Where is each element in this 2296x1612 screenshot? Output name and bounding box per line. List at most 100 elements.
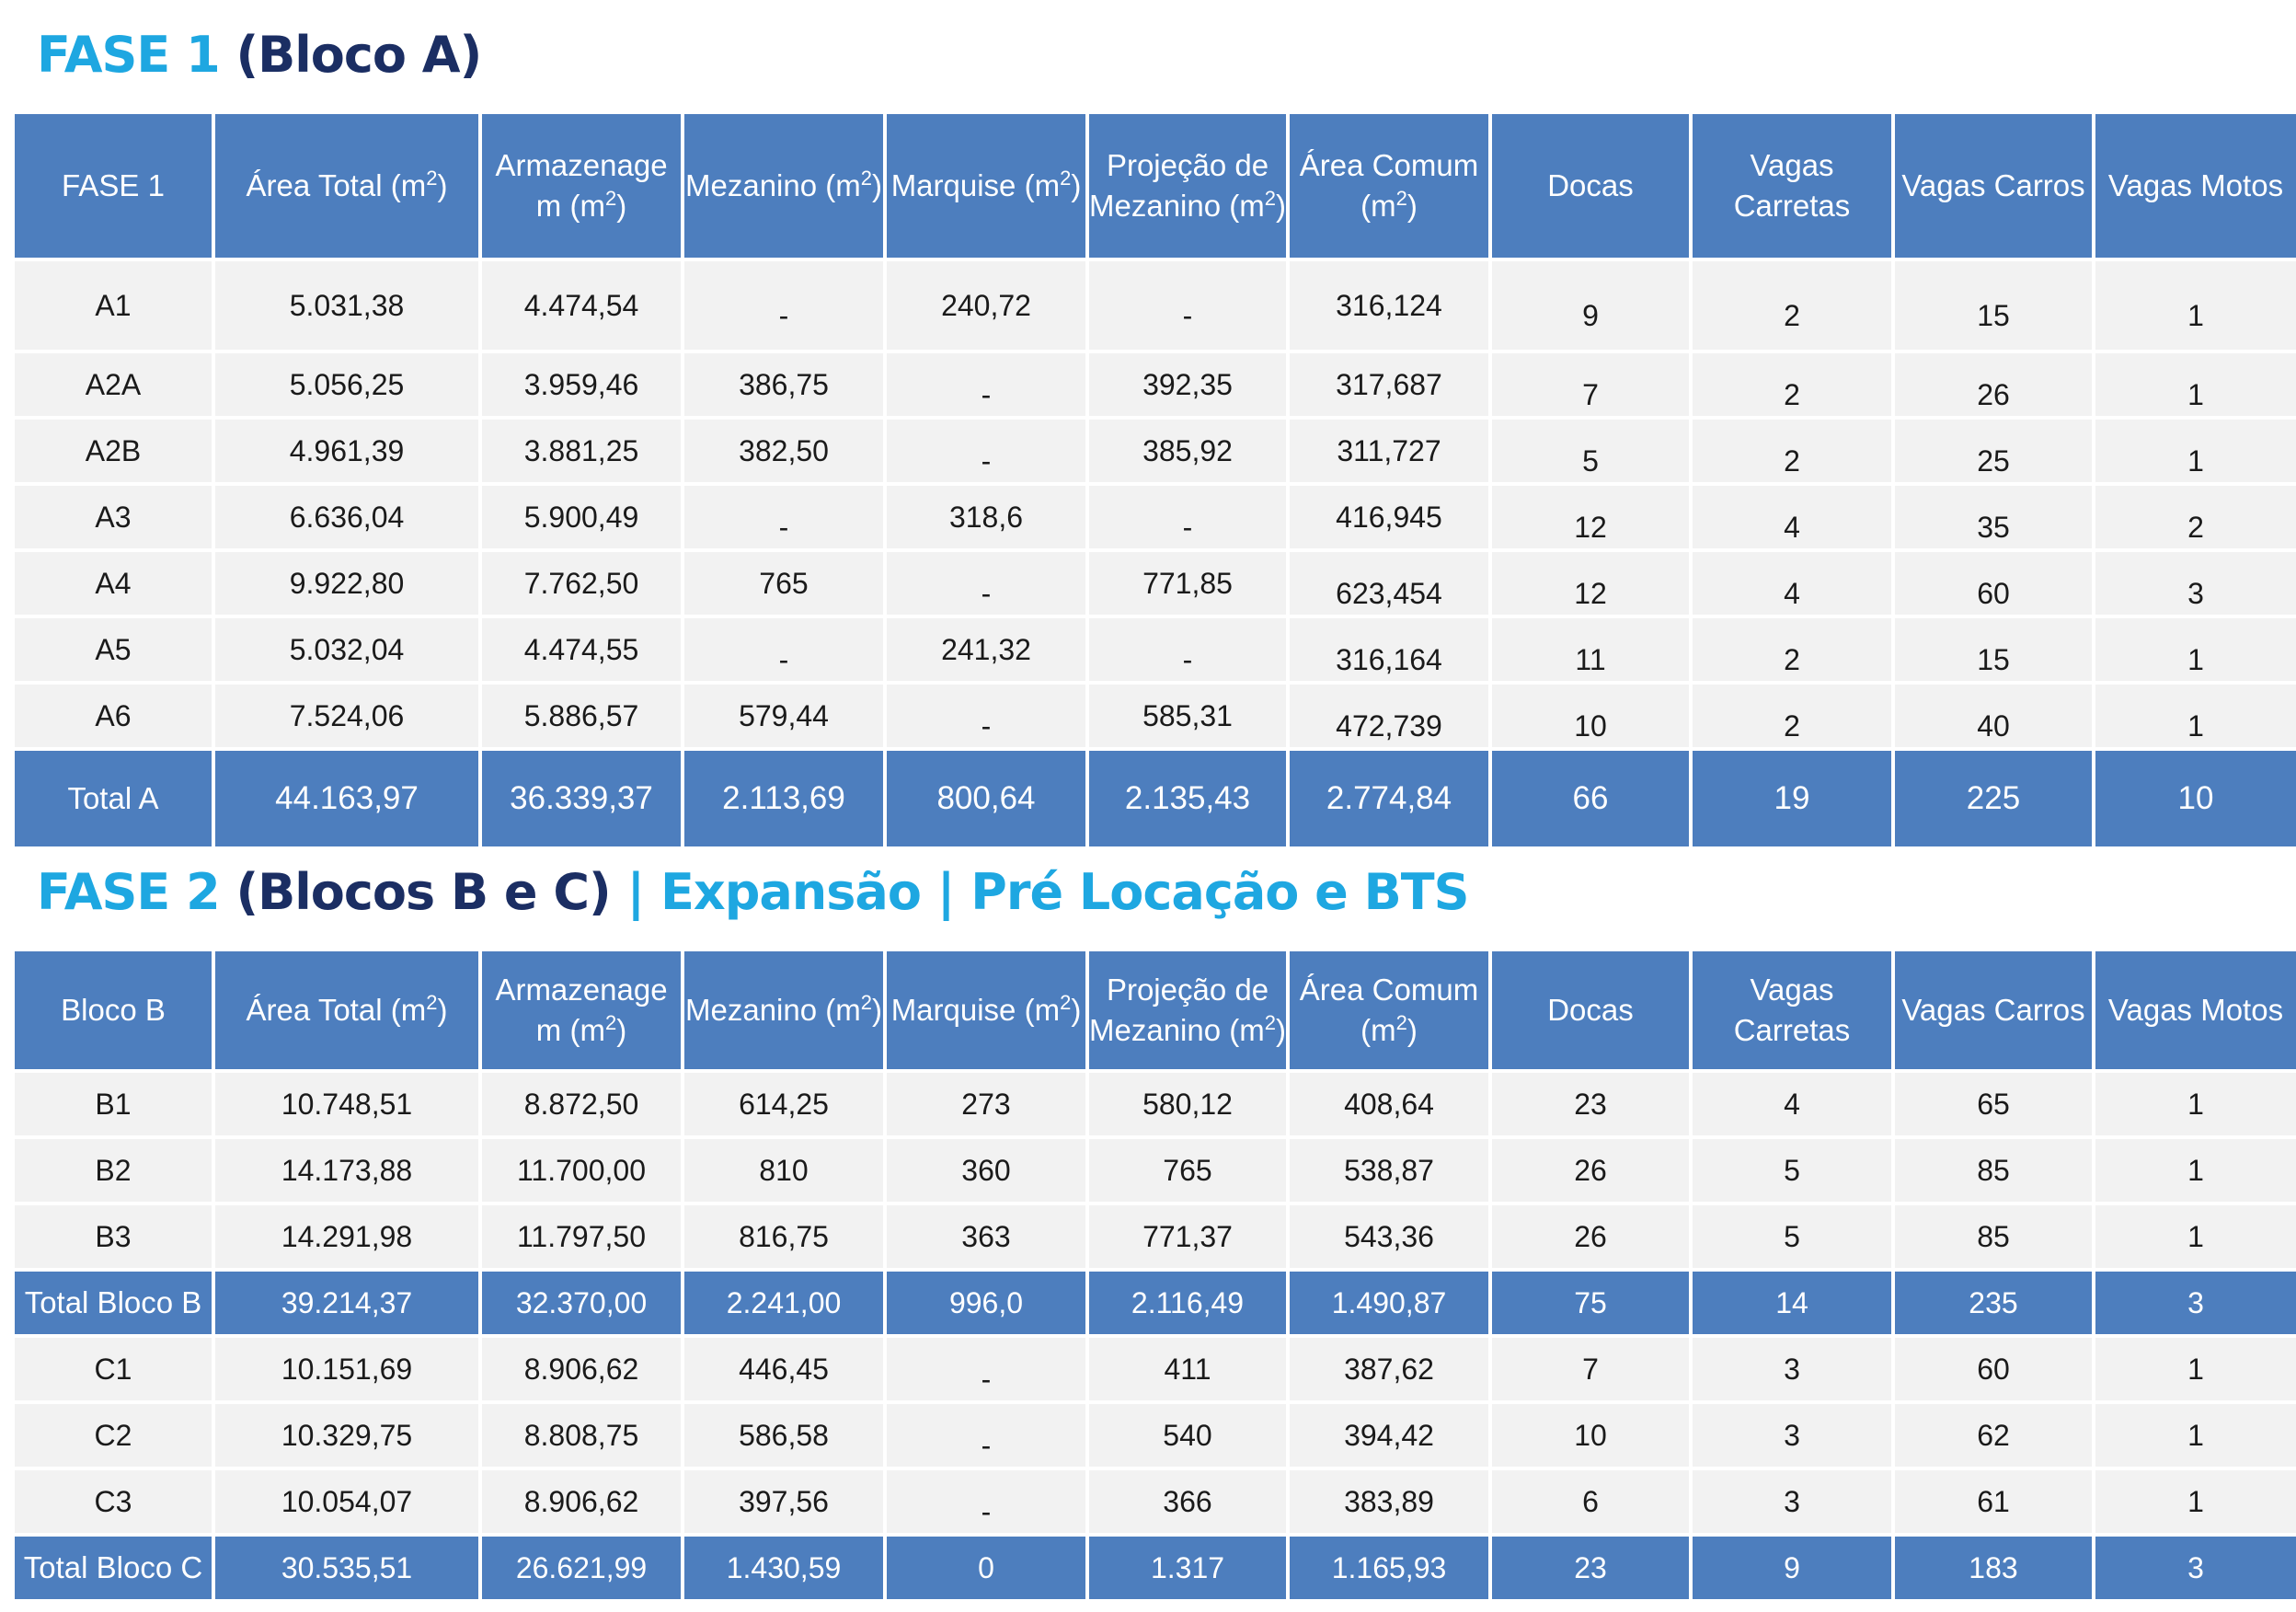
fase1-cell-vagas-carros: 25 bbox=[1891, 416, 2095, 486]
fase1-cell-armazenagem: 4.474,54 bbox=[478, 258, 684, 353]
fase1-cell-marquise: 318,6 bbox=[883, 482, 1089, 552]
fase2-cell-marquise: - bbox=[883, 1334, 1089, 1404]
fase2-cell-vagas-carros: 85 bbox=[1891, 1202, 2095, 1272]
fase2-cell-area-comum: 387,62 bbox=[1286, 1334, 1492, 1404]
fase1-cell-mezanino: 386,75 bbox=[681, 350, 887, 420]
fase2-header-vagas-carretas: Vagas Carretas bbox=[1689, 948, 1895, 1073]
fase2-title-label: FASE 2 bbox=[37, 863, 221, 921]
fase1-cell-area-total: 5.032,04 bbox=[212, 615, 482, 685]
fase1-header-mezanino: Mezanino (m2) bbox=[681, 110, 887, 261]
fase2-cell-docas: 75 bbox=[1488, 1268, 1693, 1338]
fase1-cell-vagas-carretas: 2 bbox=[1689, 416, 1895, 486]
fase2-cell-area-total: 39.214,37 bbox=[212, 1268, 482, 1338]
fase1-cell-marquise: - bbox=[883, 416, 1089, 486]
fase1-header-vagas-motos: Vagas Motos bbox=[2092, 110, 2296, 261]
fase2-cell-marquise: - bbox=[883, 1400, 1089, 1470]
fase2-table-row: B1 10.748,51 8.872,50 614,25 273 580,12 408,64… bbox=[11, 1069, 2296, 1139]
fase2-cell-fase: Total Bloco B bbox=[11, 1268, 215, 1338]
fase2-title-blocks: (Blocos B e C) bbox=[235, 863, 611, 921]
fase1-cell-armazenagem: 36.339,37 bbox=[478, 747, 684, 850]
fase1-cell-mezanino: 579,44 bbox=[681, 681, 887, 751]
fase1-cell-vagas-carretas: 19 bbox=[1689, 747, 1895, 850]
fase1-cell-vagas-carros: 15 bbox=[1891, 258, 2095, 353]
fase2-cell-fase: B3 bbox=[11, 1202, 215, 1272]
fase1-cell-fase: A6 bbox=[11, 681, 215, 751]
fase1-cell-mezanino: - bbox=[681, 258, 887, 353]
fase2-cell-vagas-carros: 183 bbox=[1891, 1533, 2095, 1603]
fase1-cell-area-comum: 316,164 bbox=[1286, 615, 1492, 685]
fase2-cell-vagas-motos: 1 bbox=[2092, 1467, 2296, 1537]
fase2-cell-area-comum: 543,36 bbox=[1286, 1202, 1492, 1272]
fase1-cell-marquise: - bbox=[883, 681, 1089, 751]
fase1-cell-area-comum: 316,124 bbox=[1286, 258, 1492, 353]
fase1-cell-area-total: 5.031,38 bbox=[212, 258, 482, 353]
fase2-cell-mezanino: 446,45 bbox=[681, 1334, 887, 1404]
fase1-cell-vagas-carretas: 2 bbox=[1689, 615, 1895, 685]
fase1-cell-mezanino: 2.113,69 bbox=[681, 747, 887, 850]
fase1-cell-armazenagem: 7.762,50 bbox=[478, 548, 684, 618]
fase2-cell-area-comum: 408,64 bbox=[1286, 1069, 1492, 1139]
fase1-title-block: (Bloco A) bbox=[235, 26, 482, 84]
fase1-cell-mezanino: 382,50 bbox=[681, 416, 887, 486]
fase1-cell-fase: A3 bbox=[11, 482, 215, 552]
fase2-cell-mezanino: 816,75 bbox=[681, 1202, 887, 1272]
fase2-cell-vagas-carretas: 9 bbox=[1689, 1533, 1895, 1603]
fase1-cell-docas: 12 bbox=[1488, 548, 1693, 618]
fase1-cell-vagas-carros: 35 bbox=[1891, 482, 2095, 552]
fase2-cell-vagas-carretas: 5 bbox=[1689, 1135, 1895, 1205]
fase2-header-mezanino: Mezanino (m2) bbox=[681, 948, 887, 1073]
fase2-cell-docas: 23 bbox=[1488, 1069, 1693, 1139]
fase2-header-armazenagem: Armazenage m (m2) bbox=[478, 948, 684, 1073]
fase2-header-vagas-carros: Vagas Carros bbox=[1891, 948, 2095, 1073]
fase1-cell-area-comum: 317,687 bbox=[1286, 350, 1492, 420]
fase2-title: FASE 2 (Blocos B e C) | Expansão | Pré L… bbox=[37, 856, 1470, 929]
fase1-table-row: A1 5.031,38 4.474,54-240,72-316,124 9 2 15 1 bbox=[11, 258, 2296, 353]
fase1-cell-docas: 7 bbox=[1488, 350, 1693, 420]
fase1-cell-area-total: 6.636,04 bbox=[212, 482, 482, 552]
fase2-cell-docas: 7 bbox=[1488, 1334, 1693, 1404]
fase1-cell-projecao-mezanino: 585,31 bbox=[1085, 681, 1290, 751]
fase1-header-projecao-mezanino: Projeção de Mezanino (m2) bbox=[1085, 110, 1290, 261]
fase2-cell-docas: 6 bbox=[1488, 1467, 1693, 1537]
fase1-cell-vagas-carros: 15 bbox=[1891, 615, 2095, 685]
fase2-cell-mezanino: 614,25 bbox=[681, 1069, 887, 1139]
fase2-cell-vagas-carros: 62 bbox=[1891, 1400, 2095, 1470]
fase2-cell-vagas-carros: 61 bbox=[1891, 1467, 2095, 1537]
fase2-table-row: C2 10.329,75 8.808,75 586,58-540 394,42 10 3 62… bbox=[11, 1400, 2296, 1470]
fase2-cell-armazenagem: 8.906,62 bbox=[478, 1467, 684, 1537]
fase2-cell-fase: C1 bbox=[11, 1334, 215, 1404]
fase2-cell-marquise: 996,0 bbox=[883, 1268, 1089, 1338]
fase2-table: Bloco B Área Total (m2) Armazenage m (m2) M… bbox=[11, 948, 2296, 1603]
fase2-cell-mezanino: 810 bbox=[681, 1135, 887, 1205]
fase1-cell-vagas-carros: 60 bbox=[1891, 548, 2095, 618]
fase2-cell-armazenagem: 26.621,99 bbox=[478, 1533, 684, 1603]
fase1-cell-mezanino: - bbox=[681, 615, 887, 685]
fase2-cell-vagas-motos: 1 bbox=[2092, 1135, 2296, 1205]
fase2-table-row: B2 14.173,88 11.700,00 810 360 765 538,87 26 5 85… bbox=[11, 1135, 2296, 1205]
fase2-cell-projecao-mezanino: 1.317 bbox=[1085, 1533, 1290, 1603]
fase1-cell-armazenagem: 5.900,49 bbox=[478, 482, 684, 552]
fase2-cell-marquise: 0 bbox=[883, 1533, 1089, 1603]
fase2-cell-area-total: 30.535,51 bbox=[212, 1533, 482, 1603]
fase1-title-label: FASE 1 bbox=[37, 26, 221, 84]
fase2-cell-area-comum: 1.490,87 bbox=[1286, 1268, 1492, 1338]
fase1-cell-projecao-mezanino: 392,35 bbox=[1085, 350, 1290, 420]
fase1-title: FASE 1 (Bloco A) bbox=[37, 18, 482, 92]
fase2-cell-area-total: 10.054,07 bbox=[212, 1467, 482, 1537]
fase2-cell-vagas-motos: 1 bbox=[2092, 1334, 2296, 1404]
fase1-cell-area-comum: 2.774,84 bbox=[1286, 747, 1492, 850]
fase1-cell-projecao-mezanino: - bbox=[1085, 482, 1290, 552]
fase2-cell-area-comum: 394,42 bbox=[1286, 1400, 1492, 1470]
fase2-cell-vagas-carros: 85 bbox=[1891, 1135, 2095, 1205]
fase2-cell-armazenagem: 8.808,75 bbox=[478, 1400, 684, 1470]
fase2-total-row: Total Bloco B 39.214,37 32.370,00 2.241,00 9… bbox=[11, 1268, 2296, 1338]
fase1-cell-projecao-mezanino: 771,85 bbox=[1085, 548, 1290, 618]
fase1-cell-area-total: 7.524,06 bbox=[212, 681, 482, 751]
fase1-table-row: A3 6.636,04 5.900,49-318,6-416,945 12 4 35 2 bbox=[11, 482, 2296, 552]
fase1-cell-mezanino: - bbox=[681, 482, 887, 552]
fase2-cell-vagas-carretas: 3 bbox=[1689, 1400, 1895, 1470]
fase2-cell-armazenagem: 32.370,00 bbox=[478, 1268, 684, 1338]
fase2-cell-projecao-mezanino: 540 bbox=[1085, 1400, 1290, 1470]
fase1-cell-marquise: 800,64 bbox=[883, 747, 1089, 850]
fase1-cell-vagas-carros: 40 bbox=[1891, 681, 2095, 751]
